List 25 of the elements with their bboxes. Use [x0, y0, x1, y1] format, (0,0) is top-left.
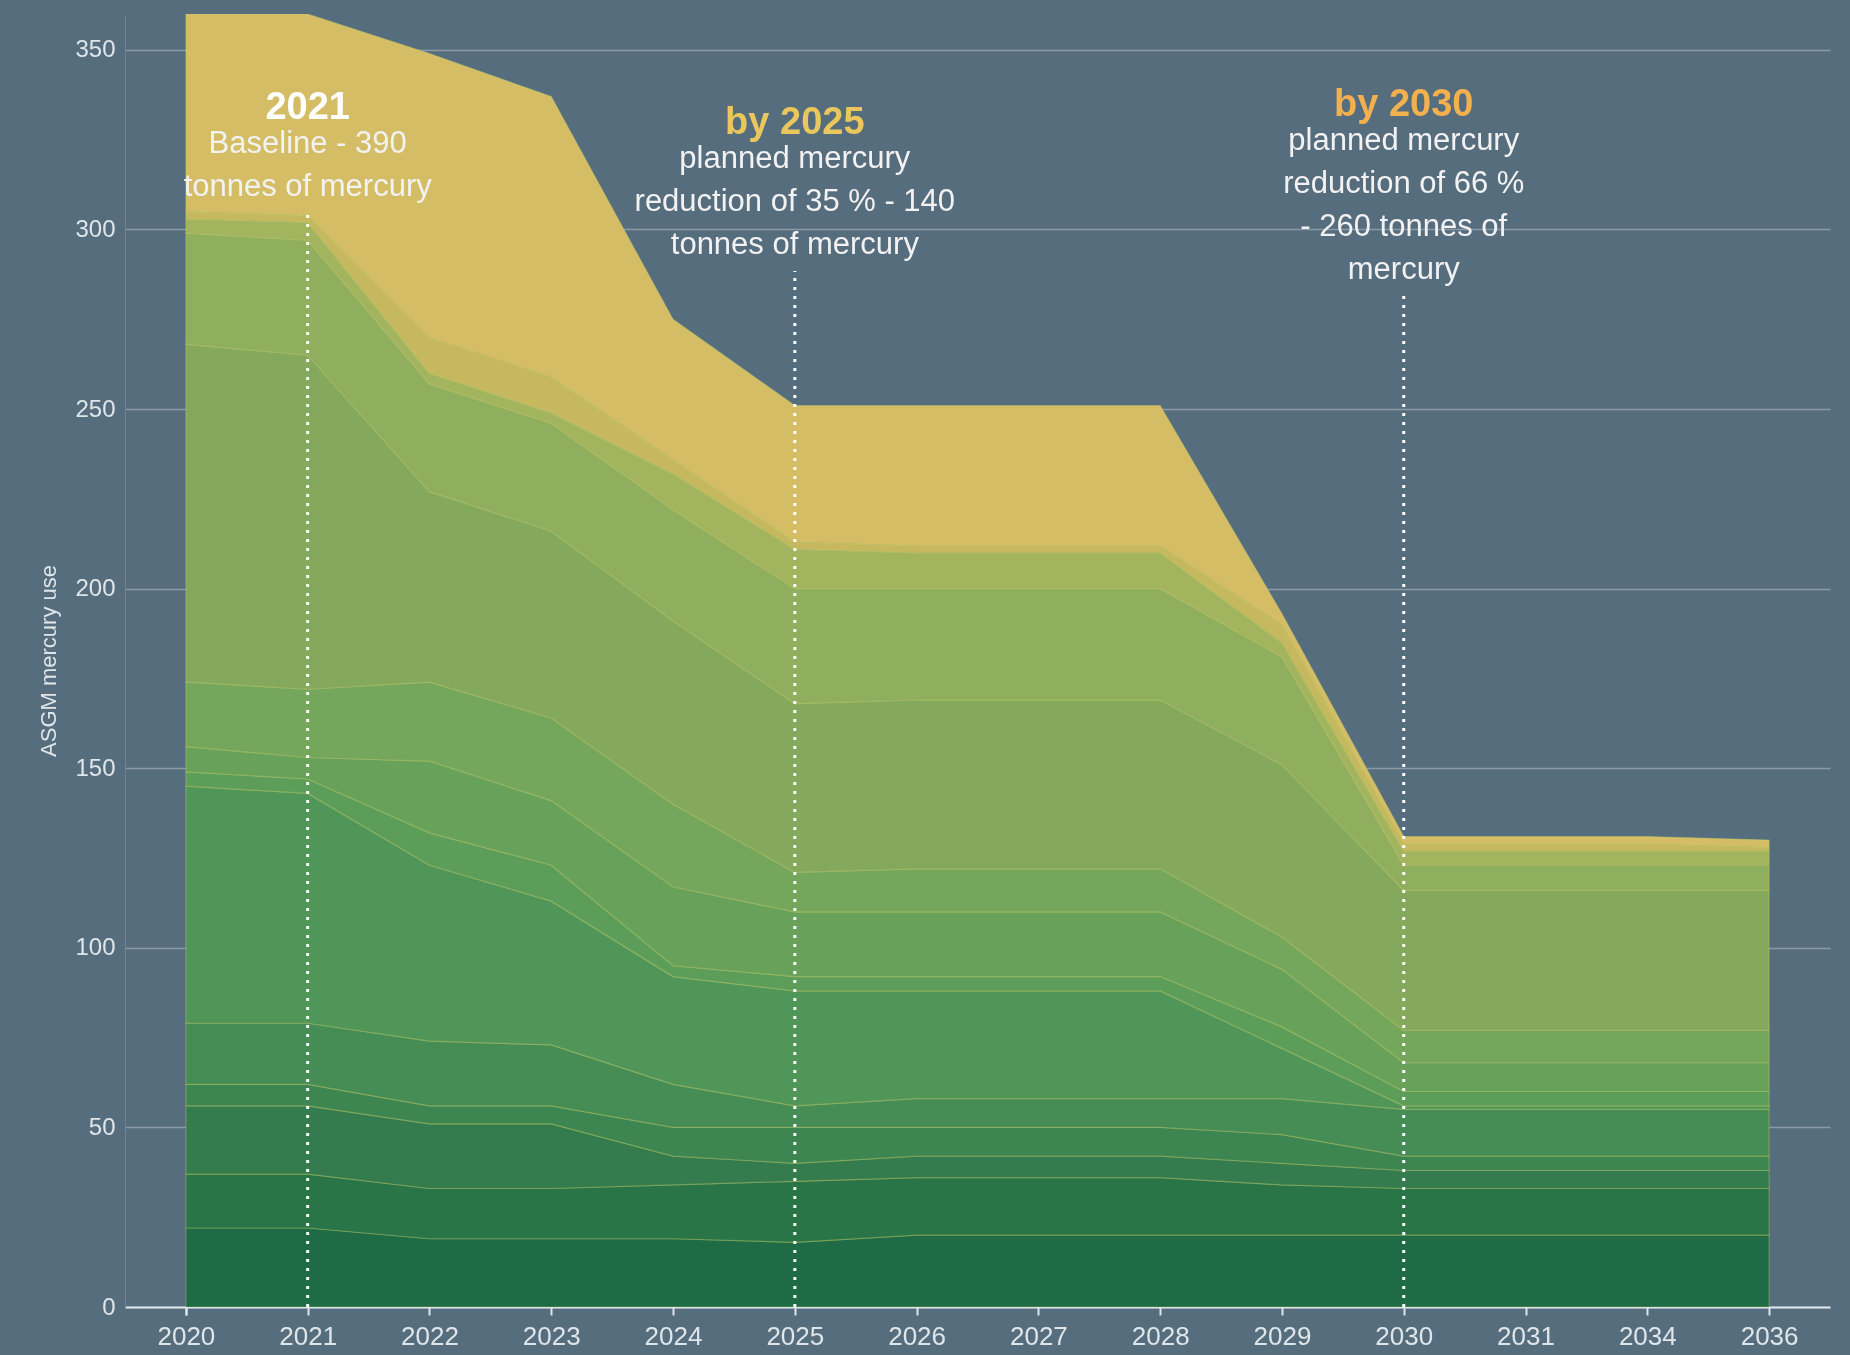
ref-line-label: by 2030 planned mercury reduction of 66 % - 260 tonnes of mercury — [1283, 82, 1525, 286]
y-tick-label: 200 — [75, 574, 116, 602]
x-tick-label: 2024 — [644, 1320, 703, 1351]
x-tick-label: 2031 — [1497, 1320, 1555, 1351]
x-tick-label: 2029 — [1253, 1320, 1312, 1351]
y-tick-label: 250 — [75, 394, 116, 422]
ref-line-label: by 2025 planned mercury reduction of 35 % - 140 tonnes of mercury — [634, 100, 956, 261]
x-tick-label: 2023 — [522, 1320, 581, 1351]
x-tick-label: 2025 — [766, 1320, 825, 1351]
x-tick-label: 2036 — [1740, 1320, 1799, 1351]
y-tick-label: 50 — [88, 1112, 116, 1140]
y-tick-label: 150 — [75, 753, 116, 781]
x-tick-label: 2028 — [1131, 1320, 1190, 1351]
y-tick-label: 100 — [75, 933, 116, 961]
x-tick-label: 2030 — [1375, 1320, 1434, 1351]
x-tick-label: 2027 — [1009, 1320, 1068, 1351]
y-tick-label: 0 — [102, 1292, 116, 1320]
y-tick-label: 350 — [75, 35, 116, 63]
x-tick-label: 2021 — [279, 1320, 338, 1351]
y-tick-label: 300 — [75, 215, 116, 242]
y-axis-title: ASGM mercury use — [36, 565, 62, 757]
x-tick-label: 2026 — [888, 1320, 947, 1351]
x-tick-label: 2034 — [1618, 1320, 1677, 1351]
x-tick-label: 2022 — [401, 1320, 459, 1351]
x-tick-label: 2020 — [157, 1320, 216, 1351]
